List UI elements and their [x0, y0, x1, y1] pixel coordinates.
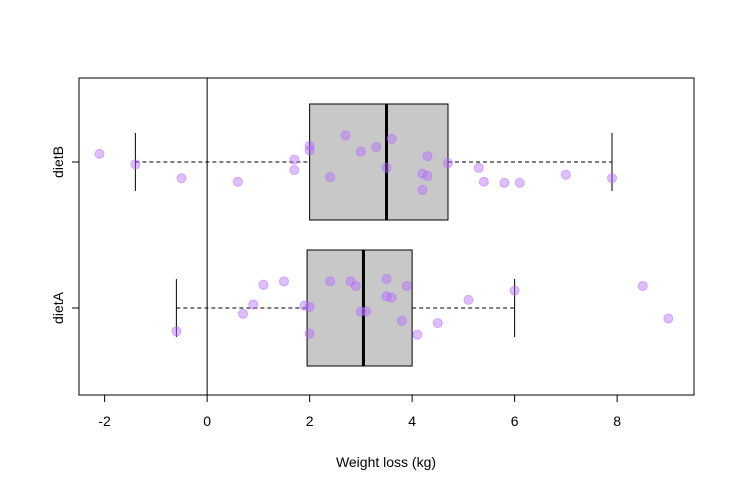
x-axis-label: Weight loss (kg): [336, 454, 436, 470]
data-point-dietA: [355, 306, 366, 317]
x-tick-label: 0: [203, 413, 211, 429]
data-point-dietB: [355, 146, 366, 157]
data-point-dietB: [499, 177, 510, 188]
data-point-dietB: [386, 133, 397, 144]
data-point-dietB: [94, 148, 105, 159]
data-point-dietB: [473, 162, 484, 173]
data-point-dietA: [248, 299, 259, 310]
data-point-dietB: [232, 176, 243, 187]
data-point-dietA: [171, 326, 182, 337]
data-point-dietB: [478, 176, 489, 187]
data-point-dietB: [514, 177, 525, 188]
data-point-dietB: [304, 145, 315, 156]
x-tick-label: -2: [98, 413, 111, 429]
data-point-dietB: [607, 173, 617, 184]
data-point-dietA: [386, 292, 397, 303]
data-point-dietB: [417, 168, 428, 179]
data-point-dietA: [432, 318, 443, 329]
data-point-dietA: [463, 294, 474, 305]
y-tick-label-dietB: dietB: [50, 146, 66, 178]
data-point-dietB: [422, 170, 433, 181]
data-point-dietA: [238, 308, 248, 319]
data-point-dietB: [289, 154, 300, 165]
y-tick-label-dietA: dietA: [50, 291, 66, 324]
data-point-dietA: [402, 280, 412, 291]
data-point-dietB: [325, 172, 336, 183]
x-tick-label: 6: [511, 413, 519, 429]
data-point-dietA: [361, 306, 371, 317]
data-point-dietA: [637, 280, 648, 291]
data-point-dietB: [443, 158, 453, 169]
data-point-dietA: [279, 276, 289, 287]
data-point-dietB: [417, 184, 428, 195]
data-point-dietA: [509, 285, 520, 296]
data-point-dietA: [304, 301, 315, 312]
data-point-dietA: [258, 279, 269, 290]
data-point-dietB: [560, 169, 571, 180]
x-tick-label: 2: [306, 413, 314, 429]
box-dietA: [306, 249, 413, 367]
data-point-dietB: [381, 162, 392, 173]
x-tick-label: 4: [408, 413, 416, 429]
data-point-dietB: [340, 130, 351, 141]
x-tick-label: 8: [613, 413, 621, 429]
data-point-dietB: [130, 159, 141, 170]
data-point-dietA: [381, 274, 392, 284]
data-point-dietA: [325, 276, 336, 287]
data-point-dietA: [412, 329, 423, 340]
data-point-dietA: [304, 328, 315, 339]
data-point-dietA: [350, 280, 361, 291]
data-point-dietB: [289, 165, 300, 176]
data-point-dietB: [422, 151, 433, 162]
data-point-dietA: [663, 313, 674, 324]
data-point-dietB: [371, 141, 382, 152]
data-point-dietA: [396, 315, 407, 326]
box-dietB: [309, 103, 449, 221]
data-point-dietB: [176, 173, 187, 184]
